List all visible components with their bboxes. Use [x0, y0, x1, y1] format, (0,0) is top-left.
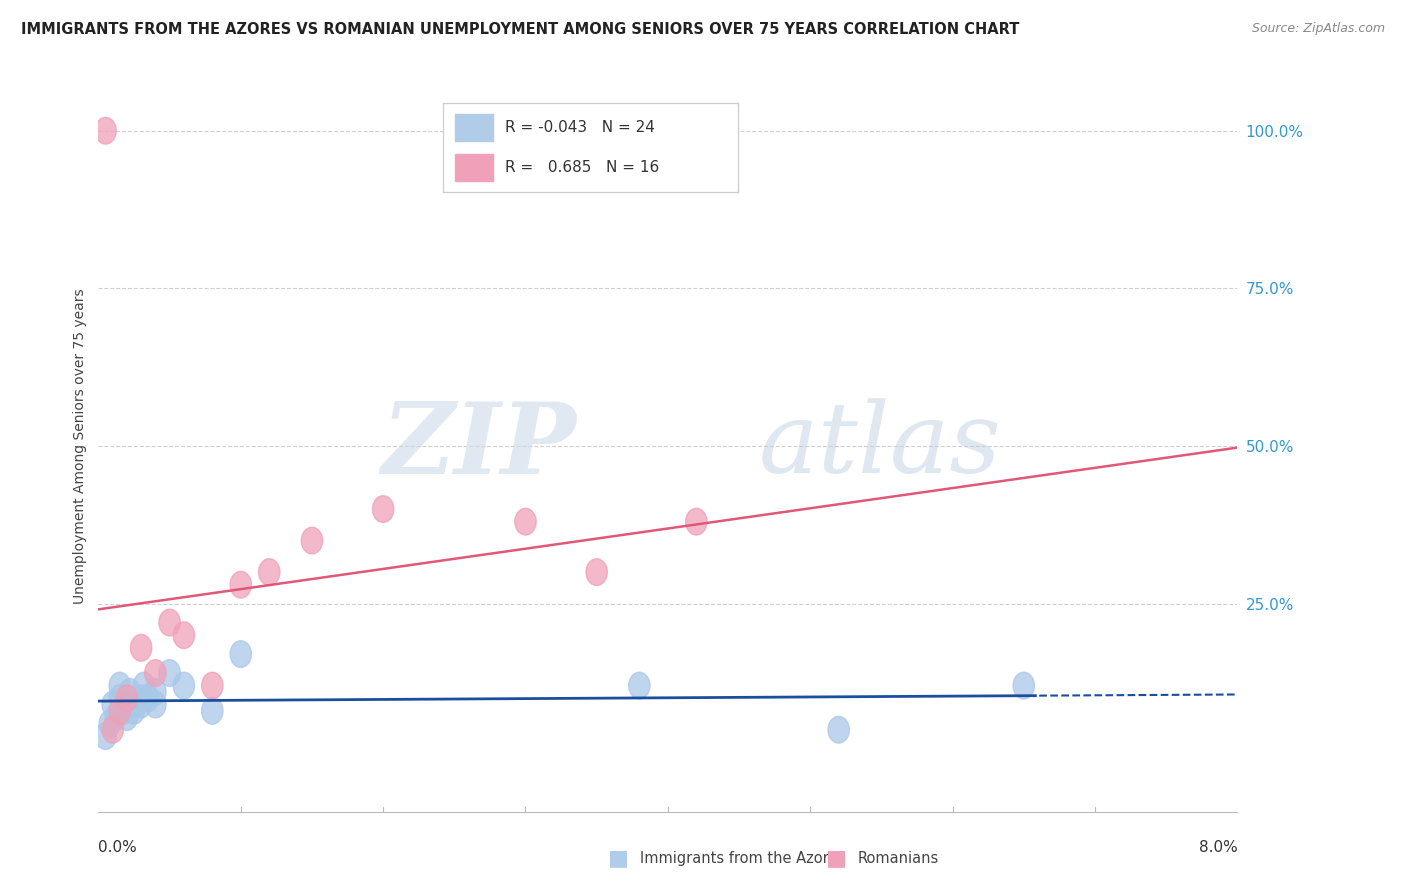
Ellipse shape [145, 679, 166, 706]
Ellipse shape [173, 673, 194, 699]
Ellipse shape [117, 704, 138, 731]
Text: ■: ■ [609, 848, 628, 868]
Text: IMMIGRANTS FROM THE AZORES VS ROMANIAN UNEMPLOYMENT AMONG SENIORS OVER 75 YEARS : IMMIGRANTS FROM THE AZORES VS ROMANIAN U… [21, 22, 1019, 37]
Ellipse shape [201, 673, 224, 699]
Text: atlas: atlas [759, 399, 1001, 493]
Ellipse shape [259, 558, 280, 585]
Ellipse shape [301, 527, 322, 554]
Ellipse shape [231, 572, 252, 599]
FancyBboxPatch shape [454, 114, 494, 141]
Ellipse shape [105, 704, 127, 731]
Ellipse shape [117, 691, 138, 718]
Ellipse shape [145, 691, 166, 718]
Ellipse shape [131, 685, 152, 712]
Text: Immigrants from the Azores: Immigrants from the Azores [640, 851, 845, 865]
Ellipse shape [117, 685, 138, 712]
Text: R =   0.685   N = 16: R = 0.685 N = 16 [505, 161, 659, 175]
Ellipse shape [110, 685, 131, 712]
Ellipse shape [134, 673, 155, 699]
Text: Source: ZipAtlas.com: Source: ZipAtlas.com [1251, 22, 1385, 36]
Ellipse shape [1014, 673, 1035, 699]
Text: ■: ■ [827, 848, 846, 868]
Ellipse shape [373, 496, 394, 523]
Ellipse shape [110, 698, 131, 724]
Ellipse shape [173, 622, 194, 648]
Text: Romanians: Romanians [858, 851, 939, 865]
Ellipse shape [159, 659, 180, 686]
Ellipse shape [100, 710, 121, 737]
Ellipse shape [131, 691, 152, 718]
Text: 8.0%: 8.0% [1198, 840, 1237, 855]
Ellipse shape [231, 640, 252, 667]
Y-axis label: Unemployment Among Seniors over 75 years: Unemployment Among Seniors over 75 years [73, 288, 87, 604]
FancyBboxPatch shape [454, 154, 494, 181]
Ellipse shape [138, 685, 159, 712]
Ellipse shape [828, 716, 849, 743]
Ellipse shape [131, 634, 152, 661]
Ellipse shape [103, 691, 124, 718]
Text: 0.0%: 0.0% [98, 840, 138, 855]
Ellipse shape [103, 716, 124, 743]
Ellipse shape [94, 723, 117, 749]
Ellipse shape [124, 698, 145, 724]
Ellipse shape [586, 558, 607, 585]
Text: ZIP: ZIP [382, 398, 576, 494]
Ellipse shape [145, 659, 166, 686]
Text: R = -0.043   N = 24: R = -0.043 N = 24 [505, 120, 655, 135]
Ellipse shape [628, 673, 650, 699]
Ellipse shape [94, 118, 117, 145]
Ellipse shape [120, 679, 141, 706]
Ellipse shape [515, 508, 536, 535]
Ellipse shape [686, 508, 707, 535]
Ellipse shape [201, 698, 224, 724]
Ellipse shape [159, 609, 180, 636]
Ellipse shape [114, 698, 135, 724]
Ellipse shape [110, 673, 131, 699]
